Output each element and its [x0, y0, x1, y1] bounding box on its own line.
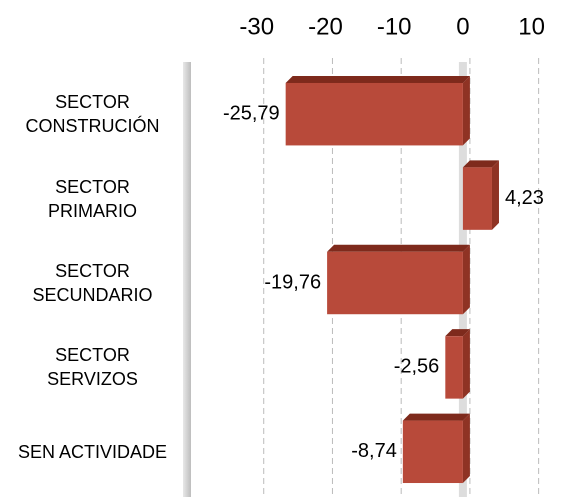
x-tick-label: 10: [518, 13, 545, 40]
value-label: -19,76: [264, 271, 321, 293]
value-label: -2,56: [394, 356, 440, 378]
bar-top: [327, 244, 470, 252]
y-tick-label: SECTOR PRIMARIO: [47, 176, 137, 221]
bar-top: [462, 160, 499, 168]
x-tick-label: -30: [239, 13, 274, 40]
bar-side: [462, 413, 470, 484]
value-label: -8,74: [351, 440, 397, 462]
bar: [327, 251, 463, 315]
y-tick-label: SEN ACTIVIDADE: [17, 441, 168, 462]
axis-wall: [183, 62, 191, 497]
y-tick-label: SECTOR SECUNDARIO: [32, 261, 153, 305]
bar: [445, 336, 463, 399]
x-tick-label: 0: [456, 13, 469, 40]
value-label: -25,79: [223, 102, 280, 124]
bar-top: [402, 413, 470, 421]
value-label: 4,23: [505, 187, 544, 209]
bar-side: [462, 329, 470, 399]
y-tick-label: SECTOR CONSTRUCIÓN: [25, 92, 160, 137]
bar: [462, 167, 492, 230]
bar-side: [491, 160, 499, 230]
y-tick-label: SECTOR SERVIZOS: [47, 345, 138, 390]
bar: [285, 82, 463, 146]
bar-top: [285, 75, 470, 83]
x-tick-label: -20: [308, 13, 343, 40]
bar-top: [445, 329, 470, 337]
bar-side: [462, 244, 470, 315]
x-tick-label: -10: [377, 13, 412, 40]
bar-side: [462, 75, 470, 146]
bar: [402, 420, 463, 484]
